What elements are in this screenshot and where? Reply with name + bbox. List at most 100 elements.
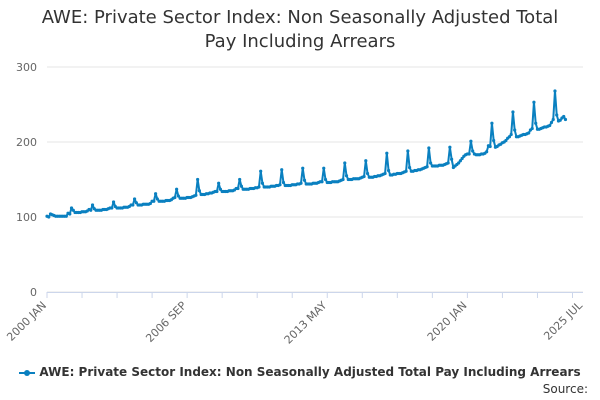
data-point[interactable] bbox=[460, 156, 464, 161]
data-point[interactable] bbox=[553, 89, 557, 93]
data-point[interactable] bbox=[364, 159, 368, 163]
data-point[interactable] bbox=[490, 121, 494, 125]
data-point[interactable] bbox=[343, 161, 347, 165]
data-point[interactable] bbox=[71, 208, 75, 212]
source-label: Source: bbox=[542, 382, 588, 396]
data-point[interactable] bbox=[47, 215, 51, 219]
data-point[interactable] bbox=[299, 181, 303, 185]
legend[interactable]: AWE: Private Sector Index: Non Seasonall… bbox=[0, 365, 600, 379]
data-point[interactable] bbox=[562, 114, 566, 119]
data-point[interactable] bbox=[425, 165, 429, 169]
data-point[interactable] bbox=[197, 189, 201, 193]
x-tick-label: 2006 SEP bbox=[143, 299, 189, 345]
y-tick-label: 100 bbox=[16, 211, 37, 224]
data-point[interactable] bbox=[404, 169, 408, 173]
data-point[interactable] bbox=[457, 161, 461, 165]
data-point[interactable] bbox=[386, 168, 391, 173]
data-point[interactable] bbox=[469, 139, 473, 143]
data-point[interactable] bbox=[492, 138, 496, 143]
data-point[interactable] bbox=[548, 123, 552, 128]
data-point[interactable] bbox=[563, 117, 568, 122]
data-point[interactable] bbox=[111, 200, 116, 204]
data-point[interactable] bbox=[383, 171, 387, 176]
data-point[interactable] bbox=[450, 157, 454, 161]
data-point[interactable] bbox=[467, 152, 471, 156]
data-point[interactable] bbox=[427, 146, 431, 150]
data-point[interactable] bbox=[555, 113, 559, 117]
data-point[interactable] bbox=[471, 149, 475, 153]
data-point[interactable] bbox=[341, 177, 345, 182]
data-point[interactable] bbox=[302, 178, 307, 182]
data-point[interactable] bbox=[218, 187, 223, 191]
data-point[interactable] bbox=[507, 135, 512, 139]
data-point[interactable] bbox=[527, 131, 531, 135]
x-tick-label: 2013 MAY bbox=[282, 299, 330, 347]
data-point[interactable] bbox=[257, 185, 261, 189]
data-point[interactable] bbox=[196, 177, 200, 182]
data-point[interactable] bbox=[485, 150, 489, 154]
data-point[interactable] bbox=[320, 180, 324, 184]
data-point[interactable] bbox=[406, 149, 410, 153]
data-point[interactable] bbox=[513, 128, 517, 132]
data-point[interactable] bbox=[236, 186, 240, 191]
data-point[interactable] bbox=[551, 117, 555, 122]
data-point[interactable] bbox=[278, 183, 282, 187]
data-point[interactable] bbox=[89, 208, 93, 212]
data-point[interactable] bbox=[90, 203, 95, 207]
data-point[interactable] bbox=[549, 120, 554, 125]
data-point[interactable] bbox=[69, 206, 74, 210]
data-point[interactable] bbox=[217, 181, 221, 185]
data-point[interactable] bbox=[558, 118, 562, 122]
data-point[interactable] bbox=[134, 201, 138, 205]
data-point[interactable] bbox=[175, 187, 179, 191]
data-point[interactable] bbox=[446, 161, 450, 165]
data-point[interactable] bbox=[68, 212, 72, 216]
data-point[interactable] bbox=[344, 174, 349, 178]
data-point[interactable] bbox=[176, 194, 180, 198]
data-point[interactable] bbox=[365, 171, 370, 176]
data-point[interactable] bbox=[238, 177, 242, 182]
series-line[interactable] bbox=[46, 90, 567, 218]
data-point[interactable] bbox=[152, 199, 156, 203]
data-point[interactable] bbox=[458, 159, 462, 163]
x-tick-label: 2020 JAN bbox=[425, 299, 470, 344]
data-point[interactable] bbox=[173, 195, 177, 200]
data-point[interactable] bbox=[362, 174, 366, 179]
data-point[interactable] bbox=[385, 151, 389, 155]
y-tick-label: 300 bbox=[16, 61, 37, 74]
grid-lines bbox=[47, 66, 583, 293]
data-point[interactable] bbox=[154, 192, 158, 196]
data-point[interactable] bbox=[259, 169, 263, 173]
data-point[interactable] bbox=[260, 181, 265, 185]
axes bbox=[46, 292, 583, 298]
data-point[interactable] bbox=[509, 132, 513, 137]
data-point[interactable] bbox=[194, 193, 198, 197]
data-point[interactable] bbox=[511, 110, 515, 114]
data-point[interactable] bbox=[488, 144, 492, 149]
data-point[interactable] bbox=[215, 189, 219, 194]
data-point[interactable] bbox=[110, 206, 114, 210]
data-point[interactable] bbox=[448, 145, 452, 149]
data-point[interactable] bbox=[148, 201, 152, 206]
chart-title: AWE: Private Sector Index: Non Seasonall… bbox=[41, 7, 559, 52]
data-point[interactable] bbox=[504, 138, 508, 143]
data-point[interactable] bbox=[323, 177, 328, 182]
data-point[interactable] bbox=[131, 203, 135, 207]
data-point[interactable] bbox=[280, 168, 284, 172]
data-point[interactable] bbox=[429, 161, 433, 165]
data-point[interactable] bbox=[132, 197, 137, 201]
data-point[interactable] bbox=[281, 180, 286, 185]
data-point[interactable] bbox=[534, 121, 538, 125]
data-point[interactable] bbox=[64, 214, 68, 218]
data-point[interactable] bbox=[301, 166, 305, 170]
x-tick-label: 2025 JUL bbox=[541, 298, 585, 342]
data-point[interactable] bbox=[155, 197, 159, 201]
data-point[interactable] bbox=[407, 165, 412, 170]
legend-label: AWE: Private Sector Index: Non Seasonall… bbox=[39, 365, 581, 379]
legend-series-swatch bbox=[19, 369, 36, 376]
data-point[interactable] bbox=[239, 184, 244, 188]
data-point[interactable] bbox=[532, 100, 536, 104]
data-point[interactable] bbox=[530, 126, 534, 131]
data-point[interactable] bbox=[322, 166, 326, 170]
